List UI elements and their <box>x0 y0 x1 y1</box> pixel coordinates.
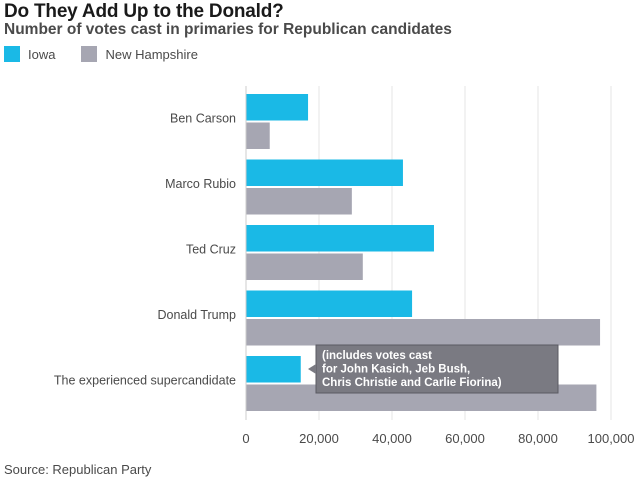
legend: Iowa New Hampshire <box>4 46 224 62</box>
tick-label-5: 100,000 <box>588 431 635 446</box>
chart-title: Do They Add Up to the Donald? <box>4 1 284 22</box>
source-note: Source: Republican Party <box>4 462 152 477</box>
bar-iowa-ben-carson <box>246 94 309 121</box>
tick-label-1: 20,000 <box>299 431 339 446</box>
legend-label-iowa: Iowa <box>28 46 56 62</box>
bar-iowa-marco-rubio <box>246 159 403 186</box>
chart-subtitle: Number of votes cast in primaries for Re… <box>4 21 452 38</box>
legend-item-iowa: Iowa <box>4 46 55 62</box>
tick-label-0: 0 <box>242 431 249 446</box>
tick-label-4: 80,000 <box>518 431 558 446</box>
annotation-line-0: (includes votes cast <box>322 350 432 362</box>
category-label-donald-trump: Donald Trump <box>157 308 236 322</box>
annotation-line-1: for John Kasich, Jeb Bush, <box>322 364 470 376</box>
annotation-pointer <box>308 364 316 374</box>
legend-item-new-hampshire: New Hampshire <box>81 46 198 62</box>
tick-label-2: 40,000 <box>372 431 412 446</box>
bar-iowa-ted-cruz <box>246 225 434 252</box>
category-label-ted-cruz: Ted Cruz <box>186 243 236 257</box>
bar-iowa-donald-trump <box>246 290 413 317</box>
category-label-marco-rubio: Marco Rubio <box>165 177 236 191</box>
bar-new-hampshire-ted-cruz <box>246 253 363 280</box>
annotation-line-2: Chris Christie and Carlie Fiorina) <box>322 377 502 389</box>
legend-swatch-iowa <box>4 46 20 62</box>
bar-new-hampshire-donald-trump <box>246 319 601 346</box>
bar-new-hampshire-ben-carson <box>246 122 270 149</box>
legend-label-new-hampshire: New Hampshire <box>105 46 198 62</box>
legend-swatch-new-hampshire <box>81 46 98 62</box>
bar-new-hampshire-marco-rubio <box>246 188 352 215</box>
category-label-ben-carson: Ben Carson <box>170 112 236 126</box>
bar-iowa-the-experienced-supercandidate <box>246 356 301 383</box>
tick-label-3: 60,000 <box>445 431 485 446</box>
category-label-the-experienced-supercandidate: The experienced supercandidate <box>54 374 236 388</box>
